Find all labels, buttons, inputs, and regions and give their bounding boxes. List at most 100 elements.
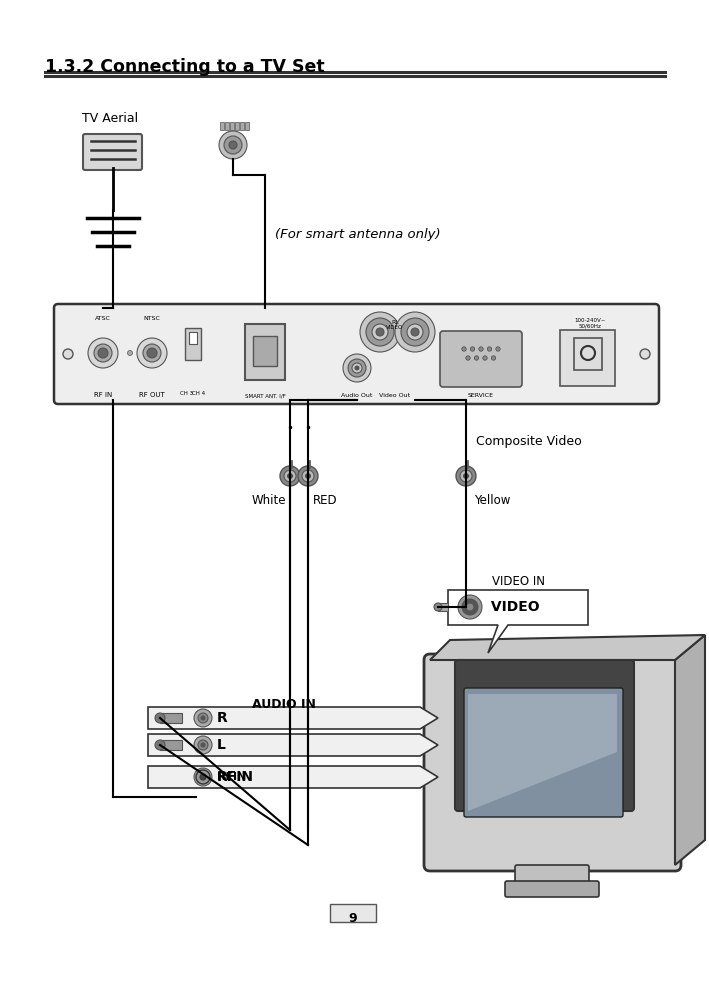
Polygon shape — [148, 766, 438, 788]
Text: Audio Out: Audio Out — [341, 393, 373, 398]
Bar — [160, 740, 182, 750]
Bar — [560, 330, 615, 386]
Text: RFIN: RFIN — [217, 770, 254, 784]
FancyBboxPatch shape — [424, 654, 681, 871]
Polygon shape — [448, 590, 588, 653]
FancyBboxPatch shape — [440, 331, 522, 387]
Circle shape — [487, 347, 492, 351]
Bar — [438, 603, 448, 611]
Circle shape — [464, 473, 469, 478]
Text: White: White — [252, 494, 286, 507]
Text: SERVICE: SERVICE — [468, 393, 494, 398]
Circle shape — [143, 344, 161, 362]
Bar — [225, 122, 229, 130]
Circle shape — [194, 736, 212, 754]
Text: RL: RL — [391, 320, 399, 325]
Polygon shape — [675, 635, 705, 865]
Text: ATSC: ATSC — [95, 316, 111, 321]
Text: L: L — [217, 738, 226, 752]
Circle shape — [63, 349, 73, 359]
FancyBboxPatch shape — [515, 865, 589, 885]
Circle shape — [155, 740, 165, 750]
Bar — [464, 460, 467, 468]
Bar — [185, 328, 201, 360]
Circle shape — [470, 347, 475, 351]
Circle shape — [137, 338, 167, 368]
Text: VIDEO: VIDEO — [486, 600, 540, 614]
Text: RED: RED — [313, 494, 337, 507]
Bar — [235, 122, 239, 130]
Circle shape — [407, 324, 423, 340]
Circle shape — [401, 318, 429, 346]
Bar — [240, 122, 244, 130]
Bar — [463, 466, 469, 484]
Circle shape — [198, 740, 208, 750]
Text: VIDEO IN: VIDEO IN — [491, 575, 545, 588]
Circle shape — [395, 312, 435, 352]
FancyBboxPatch shape — [455, 660, 634, 811]
Circle shape — [372, 324, 388, 340]
Circle shape — [284, 470, 296, 482]
Circle shape — [194, 709, 212, 727]
Text: (For smart antenna only): (For smart antenna only) — [275, 228, 440, 241]
Bar — [253, 336, 277, 366]
Bar — [160, 713, 182, 723]
Bar — [306, 460, 310, 468]
Polygon shape — [148, 707, 438, 729]
Text: RF OUT: RF OUT — [139, 392, 165, 398]
Circle shape — [306, 473, 311, 478]
FancyBboxPatch shape — [464, 688, 623, 817]
Circle shape — [360, 312, 400, 352]
Text: Composite Video: Composite Video — [476, 435, 582, 448]
Circle shape — [434, 603, 442, 611]
Circle shape — [460, 470, 472, 482]
Text: VIDEO: VIDEO — [386, 325, 403, 330]
Text: Yellow: Yellow — [474, 494, 510, 507]
FancyBboxPatch shape — [505, 881, 599, 897]
Circle shape — [483, 356, 487, 360]
Circle shape — [201, 743, 205, 747]
Circle shape — [491, 356, 496, 360]
FancyBboxPatch shape — [54, 304, 659, 404]
FancyBboxPatch shape — [83, 134, 142, 170]
Text: R: R — [217, 711, 228, 725]
Circle shape — [224, 136, 242, 154]
Text: 9: 9 — [349, 912, 357, 925]
Circle shape — [229, 141, 237, 149]
Text: CH 4: CH 4 — [192, 391, 206, 396]
Bar — [330, 904, 376, 922]
Text: 100-240V~
50/60Hz: 100-240V~ 50/60Hz — [574, 318, 605, 329]
Circle shape — [302, 470, 314, 482]
Bar — [245, 324, 285, 380]
Bar — [305, 466, 311, 484]
Text: CH 3: CH 3 — [180, 391, 194, 396]
Circle shape — [128, 351, 133, 356]
Circle shape — [198, 772, 208, 782]
Circle shape — [155, 713, 165, 723]
Text: RFIN: RFIN — [217, 772, 246, 782]
Circle shape — [462, 347, 467, 351]
Circle shape — [88, 338, 118, 368]
Text: SMART ANT. I/F: SMART ANT. I/F — [245, 393, 286, 398]
Circle shape — [198, 713, 208, 723]
Polygon shape — [430, 635, 705, 660]
Circle shape — [376, 328, 384, 336]
Circle shape — [288, 473, 293, 478]
Circle shape — [462, 599, 478, 615]
Text: NTSC: NTSC — [143, 316, 160, 321]
Circle shape — [298, 466, 318, 486]
Circle shape — [355, 366, 359, 370]
Circle shape — [352, 363, 362, 373]
Circle shape — [479, 347, 484, 351]
Circle shape — [98, 348, 108, 358]
Text: 1.3.2 Connecting to a TV Set: 1.3.2 Connecting to a TV Set — [45, 58, 325, 76]
Circle shape — [458, 595, 482, 619]
Circle shape — [280, 466, 300, 486]
Text: RF IN: RF IN — [94, 392, 112, 398]
Bar — [574, 338, 602, 370]
Circle shape — [94, 344, 112, 362]
Circle shape — [219, 131, 247, 159]
Circle shape — [201, 716, 205, 720]
Circle shape — [496, 347, 501, 351]
Circle shape — [194, 768, 212, 786]
